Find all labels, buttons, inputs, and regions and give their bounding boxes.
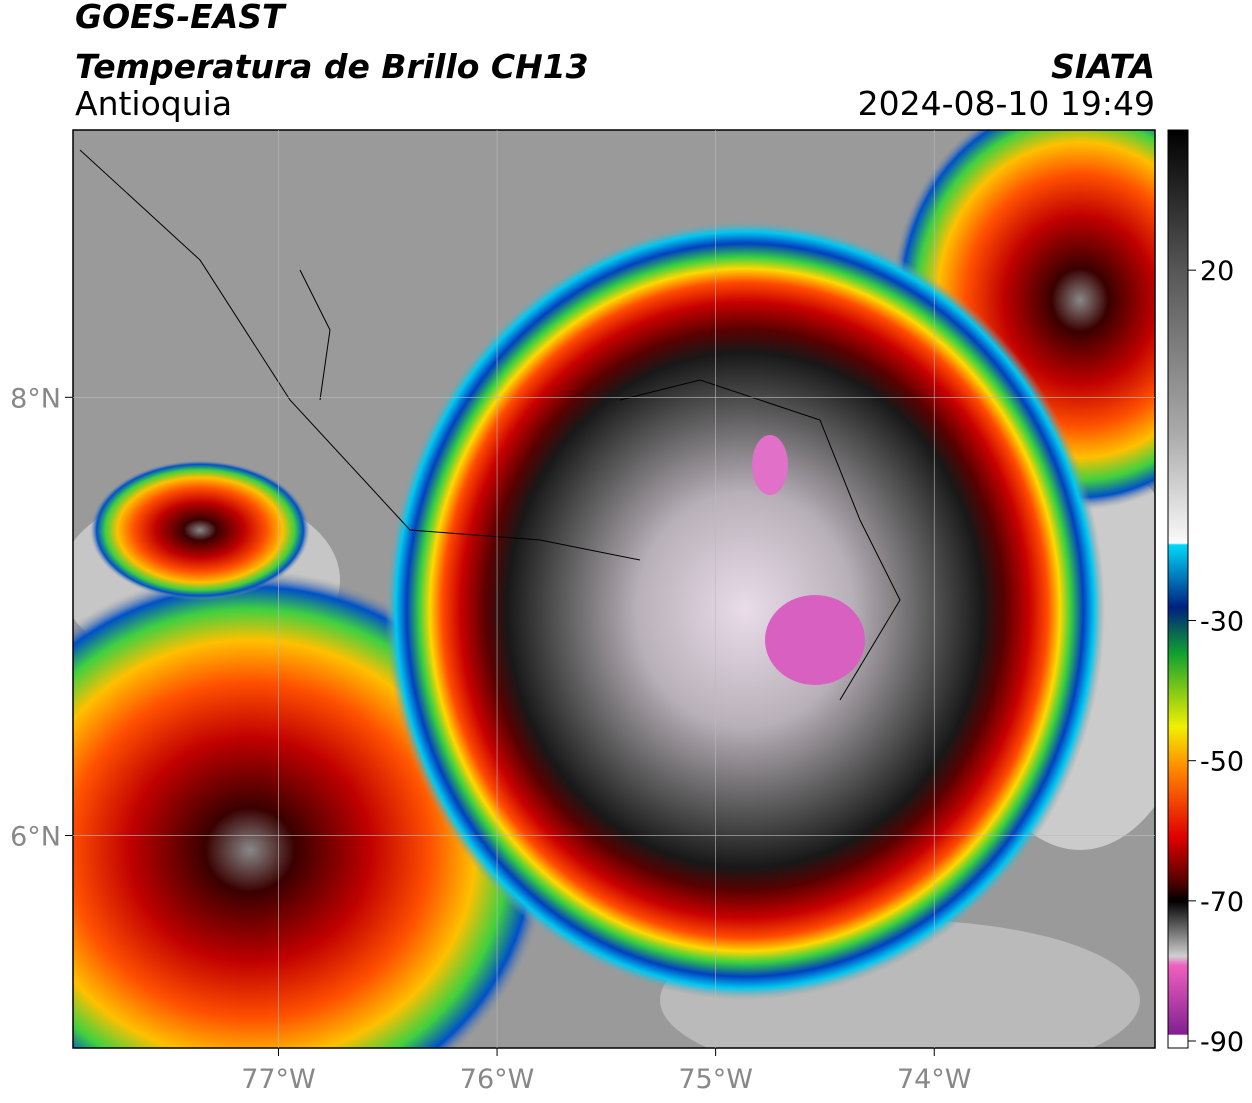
- colorbar-tick-label: -30: [1200, 607, 1244, 638]
- lon-tick-label: 74°W: [897, 1064, 972, 1095]
- lat-tick-label: 6°N: [10, 821, 61, 852]
- region: Antioquia: [75, 84, 232, 123]
- colorbar-tick-label: -90: [1200, 1027, 1244, 1058]
- colorbar-tick-label: 20: [1200, 256, 1234, 287]
- colorbar-tick-label: -70: [1200, 887, 1244, 918]
- colorbar-tick-label: -50: [1200, 747, 1244, 778]
- agency: SIATA: [1051, 47, 1155, 86]
- lon-tick-label: 77°W: [241, 1064, 316, 1095]
- satellite-title: GOES-EAST: [75, 0, 287, 36]
- lon-tick-label: 75°W: [678, 1064, 753, 1095]
- map-frame: [72, 129, 1156, 1049]
- colorbar: [1167, 129, 1189, 1049]
- datetime: 2024-08-10 19:49: [858, 84, 1155, 123]
- satellite-image: [73, 130, 1155, 1048]
- lat-tick-label: 8°N: [10, 383, 61, 414]
- lon-tick-label: 76°W: [460, 1064, 535, 1095]
- product-title: Temperatura de Brillo CH13: [75, 47, 589, 86]
